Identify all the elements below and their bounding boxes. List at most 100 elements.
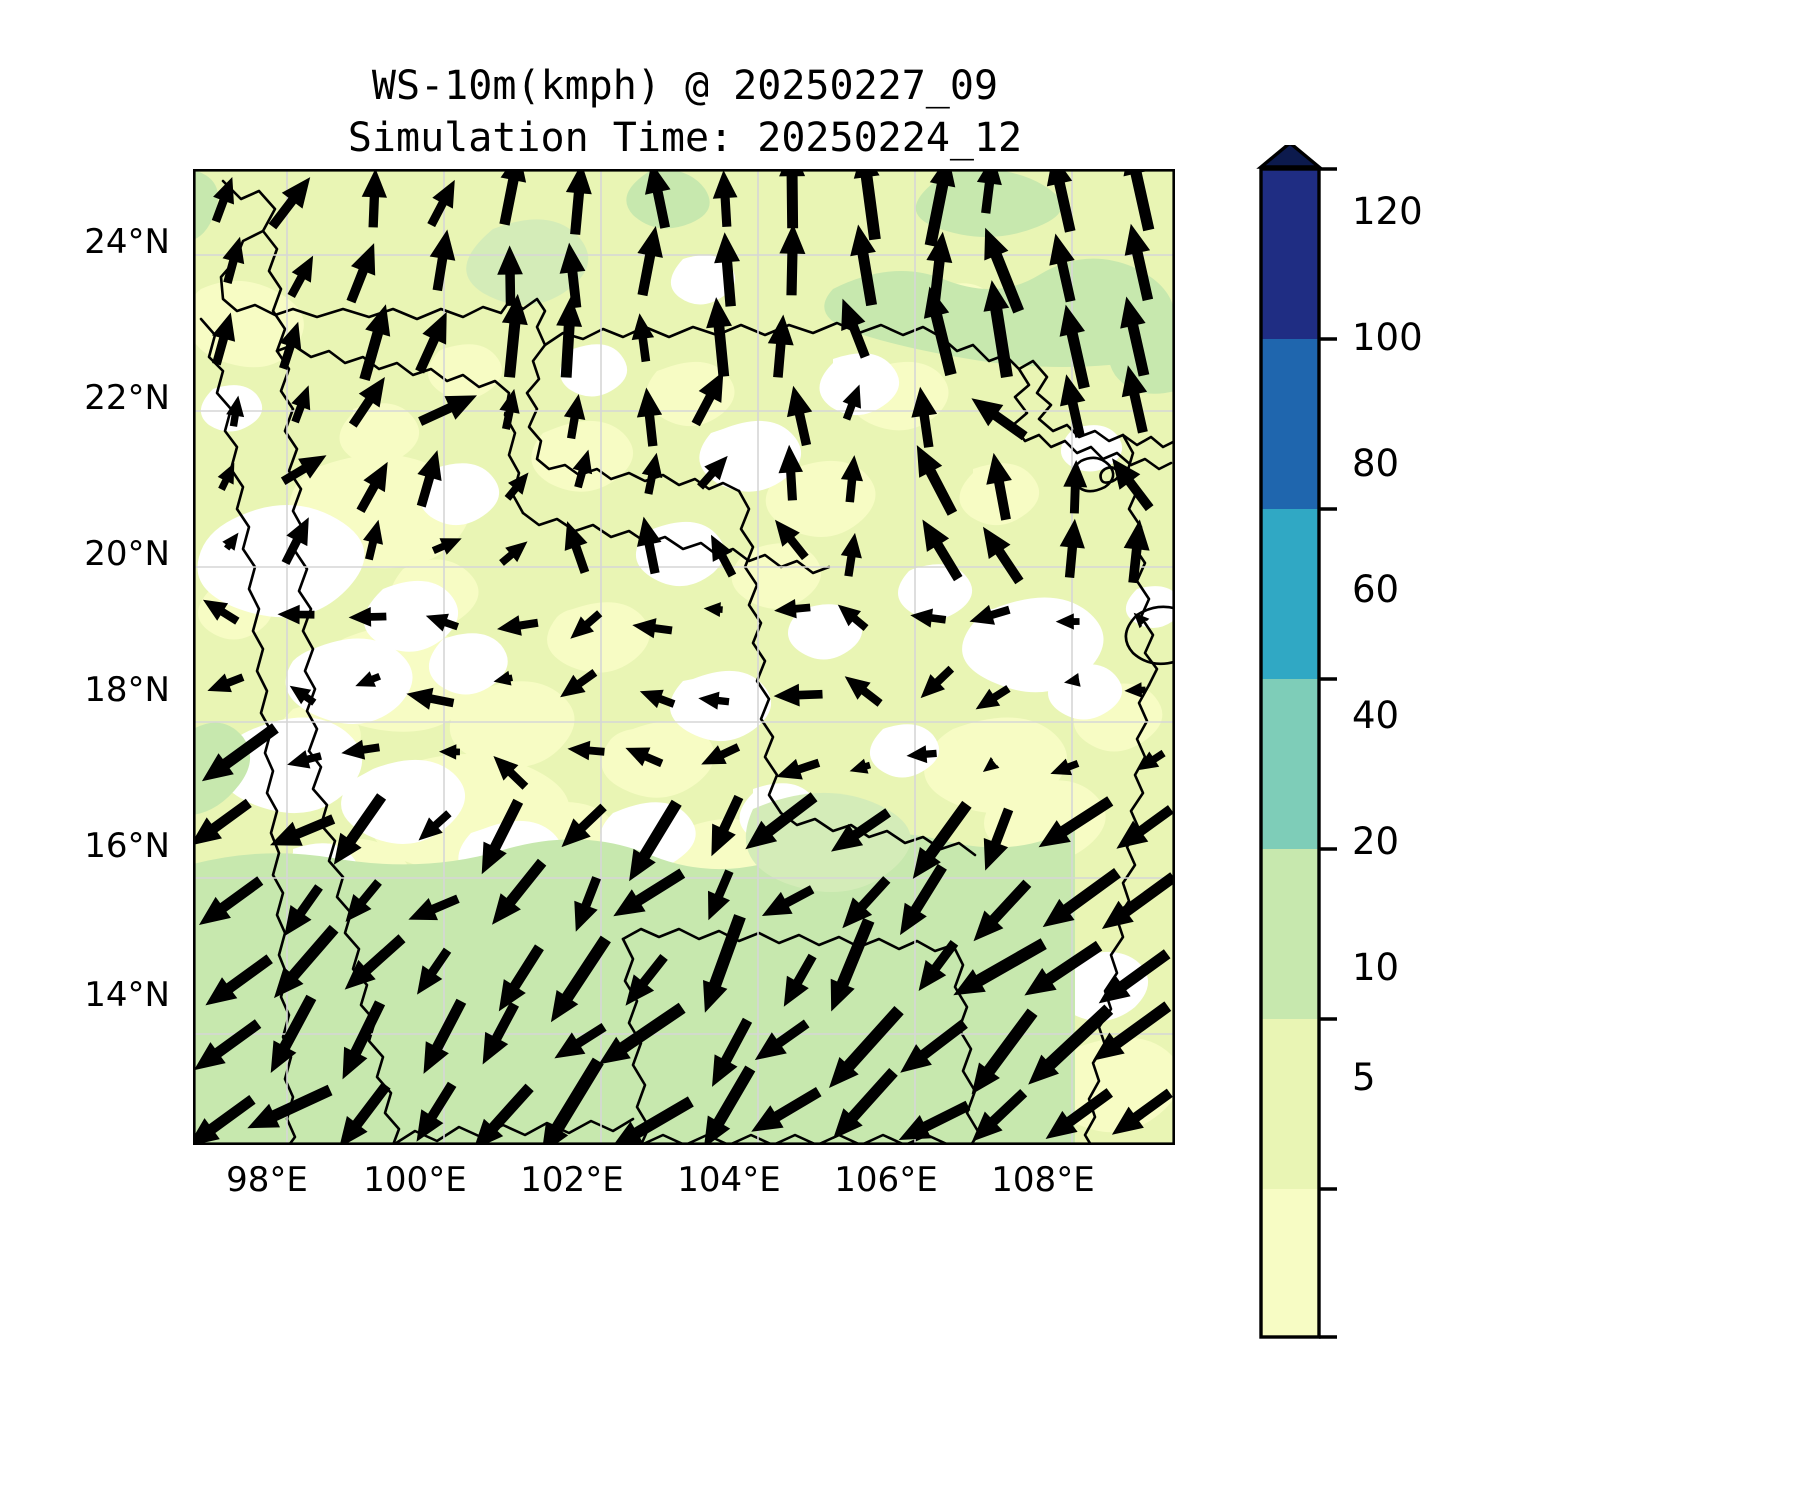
wind-vector	[911, 386, 938, 448]
wind-vector	[481, 798, 524, 875]
colorbar-label-40: 40	[1352, 694, 1400, 737]
wind-vector	[751, 1087, 822, 1132]
wind-vector	[983, 807, 1014, 871]
wind-vector	[975, 685, 1011, 710]
wind-vector	[1059, 518, 1085, 578]
wind-vector	[831, 808, 891, 852]
wind-vector	[711, 534, 737, 578]
wind-vector	[474, 1083, 534, 1145]
wind-vector	[268, 177, 311, 230]
xtick-label-98E: 98°E	[226, 1160, 308, 1200]
wind-vector	[217, 462, 235, 491]
wind-vector	[779, 169, 806, 229]
wind-vector	[226, 395, 245, 427]
wind-vector	[754, 1019, 810, 1061]
wind-vector	[359, 304, 391, 381]
colorbar-ticks	[1319, 167, 1337, 1339]
wind-vector	[1111, 1088, 1173, 1135]
wind-vector	[212, 312, 236, 366]
colorbar-label-5: 5	[1352, 1056, 1376, 1099]
wind-vector	[542, 1057, 604, 1145]
wind-vector	[1112, 458, 1154, 512]
wind-vector	[898, 1100, 971, 1140]
wind-vector	[498, 944, 544, 1012]
wind-vector	[711, 794, 744, 857]
wind-vector	[416, 1081, 457, 1142]
wind-vector	[969, 604, 1011, 625]
wind-vector	[341, 739, 380, 760]
wind-vector	[983, 526, 1024, 585]
wind-vector	[900, 1019, 968, 1073]
wind-vector	[1042, 868, 1121, 928]
colorbar-label-20: 20	[1352, 820, 1400, 863]
wind-vector	[778, 444, 803, 501]
wind-vector	[837, 604, 869, 631]
wind-vector	[270, 994, 317, 1073]
wind-vector	[1137, 749, 1166, 771]
wind-vector	[767, 314, 794, 378]
wind-vector	[344, 934, 406, 990]
wind-vector	[636, 387, 663, 447]
wind-vector	[1063, 460, 1088, 514]
wind-vector	[712, 1017, 753, 1087]
colorbar[interactable]: 120 100 80 60 40 20 10 5	[1232, 140, 1562, 1345]
wind-vector	[632, 618, 673, 639]
colorbar-outline	[1259, 167, 1321, 1339]
map-frame	[193, 169, 1175, 1145]
figure-title: WS-10m(kmph) @ 20250227_09 Simulation Ti…	[0, 60, 1370, 164]
wind-vector	[339, 1082, 391, 1145]
colorbar-extend-arrow	[1256, 140, 1324, 169]
title-line-1: WS-10m(kmph) @ 20250227_09	[371, 63, 999, 109]
ytick-label-16N: 16°N	[84, 826, 170, 866]
wind-vector	[559, 242, 586, 309]
xtick-label-108E: 108°E	[991, 1160, 1095, 1200]
wind-vector	[953, 938, 1047, 996]
wind-vector	[1116, 805, 1174, 849]
wind-vector	[406, 687, 455, 710]
wind-vector	[425, 613, 459, 632]
xtick-label-102E: 102°E	[520, 1160, 624, 1200]
wind-vector	[493, 756, 529, 790]
wind-vector	[439, 744, 460, 760]
wind-vector	[1064, 673, 1081, 687]
title-line-2: Simulation Time: 20250224_12	[347, 115, 1023, 161]
colorbar-band-10-20	[1261, 1019, 1319, 1189]
wind-vector	[211, 177, 234, 223]
wind-vector	[1121, 365, 1148, 434]
wind-vector	[697, 455, 728, 490]
wind-vector	[556, 296, 583, 378]
colorbar-label-80: 80	[1352, 442, 1400, 485]
wind-vector	[849, 758, 871, 774]
wind-vector	[1038, 796, 1114, 848]
wind-vector	[783, 953, 817, 1007]
wind-vector	[418, 810, 452, 841]
wind-vector	[416, 450, 442, 508]
wind-vector	[499, 388, 520, 430]
wind-vector	[986, 452, 1012, 521]
map-plot-area[interactable]	[193, 169, 1175, 1145]
wind-vector	[629, 799, 682, 882]
wind-vector	[1092, 1001, 1172, 1061]
wind-vector	[1124, 223, 1154, 302]
colorbar-label-100: 100	[1352, 316, 1423, 359]
wind-vector	[1059, 304, 1090, 390]
wind-vector	[840, 455, 863, 503]
wind-vector	[1045, 1088, 1113, 1139]
wind-vector	[201, 723, 279, 782]
wind-vector	[561, 803, 607, 848]
wind-vector	[287, 255, 314, 298]
wind-vector	[193, 1019, 262, 1071]
wind-vector	[355, 671, 381, 687]
wind-vector	[550, 935, 611, 1023]
colorbar-band-100-120	[1261, 169, 1319, 339]
wind-vector	[564, 521, 590, 574]
wind-vector	[840, 532, 862, 577]
wind-vector	[787, 385, 813, 447]
wind-vector	[912, 800, 972, 879]
colorbar-band-20-40	[1261, 849, 1319, 1019]
wind-vector	[631, 313, 655, 363]
wind-vector	[207, 673, 245, 693]
wind-vector	[203, 599, 240, 625]
wind-vector	[492, 858, 547, 925]
